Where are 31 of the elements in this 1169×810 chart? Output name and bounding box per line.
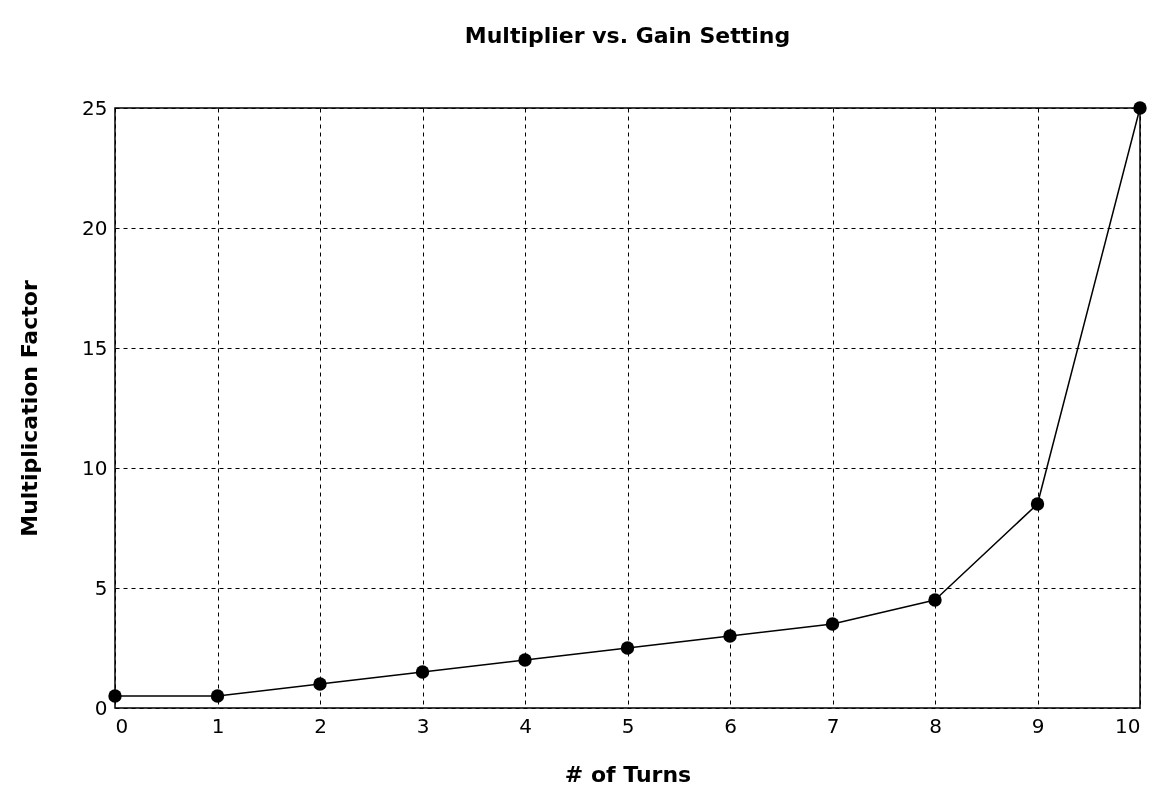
y-tick-label: 5 [94, 575, 108, 600]
point [1030, 497, 1045, 511]
chart-title: Multiplier vs. Gain Setting [464, 23, 791, 48]
x-tick-label: 3 [416, 713, 430, 738]
y-tick-label: 15 [82, 335, 108, 360]
x-tick-label: 0 [115, 713, 129, 738]
x-tick-label: 4 [519, 713, 532, 738]
point [313, 677, 327, 691]
point [210, 689, 225, 703]
y-axis-title: Multiplication Factor [17, 280, 43, 537]
x-tick-label: 9 [1031, 713, 1045, 738]
x-tick-label: 6 [724, 713, 737, 738]
point [723, 629, 737, 643]
point [825, 617, 840, 631]
x-tick-label: 5 [621, 713, 635, 738]
x-tick-label: 1 [211, 713, 225, 738]
y-tick-label: 25 [82, 95, 108, 120]
point [620, 641, 635, 655]
point [1133, 101, 1147, 115]
point [928, 593, 942, 607]
x-tick-label: 7 [826, 713, 840, 738]
y-tick-label: 0 [94, 695, 108, 720]
x-axis-title: # of Turns [564, 761, 692, 787]
point [518, 653, 532, 667]
point [415, 665, 430, 679]
y-tick-label: 10 [82, 455, 108, 480]
x-tick-label: 2 [314, 713, 327, 738]
y-tick-label: 20 [82, 215, 108, 240]
x-tick-label: 8 [929, 713, 942, 738]
point [108, 689, 122, 703]
x-tick-label: 10 [1115, 713, 1141, 738]
